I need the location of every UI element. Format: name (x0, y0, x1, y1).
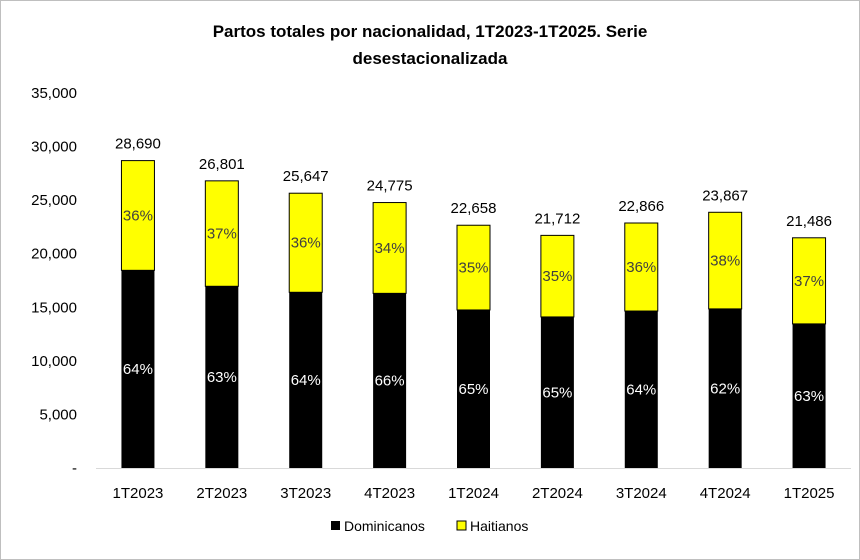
x-tick-label: 1T2024 (448, 485, 499, 502)
x-tick-label: 3T2023 (280, 485, 331, 502)
bar-segment-dominicanos (624, 311, 658, 468)
data-label-pct-haitianos: 38% (710, 253, 740, 270)
y-tick-label: - (72, 460, 77, 477)
x-tick-label: 3T2024 (616, 485, 667, 502)
data-label-total: 21,712 (534, 210, 580, 227)
bar-segment-dominicanos (457, 309, 490, 468)
x-tick-label: 1T2023 (113, 485, 164, 502)
data-label-pct-dominicanos: 65% (458, 381, 488, 398)
data-label-pct-dominicanos: 63% (794, 388, 824, 405)
x-tick-label: 4T2023 (364, 485, 415, 502)
y-tick-label: 5,000 (39, 406, 77, 423)
x-tick-label: 1T2025 (784, 485, 835, 502)
y-tick-label: 30,000 (31, 139, 77, 156)
y-tick-label: 20,000 (31, 246, 77, 263)
bar-segment-haitianos (120, 160, 155, 271)
y-tick-label: 25,000 (31, 192, 77, 209)
bar-segment-haitianos (456, 224, 491, 311)
data-label-pct-haitianos: 37% (794, 273, 824, 290)
data-label-total: 22,658 (451, 200, 497, 217)
data-label-total: 22,866 (618, 198, 664, 215)
x-tick-label: 2T2024 (532, 485, 583, 502)
bar-segment-dominicanos (121, 270, 155, 468)
data-label-total: 25,647 (283, 168, 329, 185)
data-label-pct-dominicanos: 62% (710, 380, 740, 397)
bar-segment-dominicanos (540, 316, 574, 468)
bar-segment-dominicanos (708, 308, 742, 468)
data-label-total: 23,867 (702, 187, 748, 204)
data-label-pct-dominicanos: 65% (542, 384, 572, 401)
x-axis: 1T2023 2T2023 3T2023 4T2023 1T2024 2T2024 3T20… (96, 468, 851, 502)
chart-title-line-1: Partos totales por nacionalidad, 1T2023-… (213, 22, 648, 41)
legend-label-dominicanos: Dominicanos (344, 518, 425, 534)
chart-title-line-2: desestacionalizada (353, 49, 509, 68)
bar-segment-dominicanos (792, 323, 826, 468)
data-label-pct-haitianos: 37% (207, 226, 237, 243)
y-tick-label: 15,000 (31, 299, 77, 316)
bar-segment-haitianos (708, 211, 743, 310)
bars-group: 64% 36% 28,690 63% 37% 26,801 64% 36% 25,647 66% 3… (115, 136, 832, 468)
x-tick-label: 2T2023 (196, 485, 247, 502)
legend-swatch-haitianos (456, 520, 467, 531)
data-label-pct-haitianos: 36% (626, 259, 656, 276)
data-label-total: 28,690 (115, 136, 161, 153)
y-axis: - 5,000 10,000 15,000 20,000 25,000 30,000 35,0… (31, 85, 77, 477)
data-label-total: 24,775 (367, 178, 413, 195)
legend-swatch-dominicanos (331, 521, 340, 530)
bar-segment-haitianos (792, 237, 827, 325)
data-label-pct-haitianos: 36% (123, 207, 153, 224)
data-label-pct-dominicanos: 63% (207, 369, 237, 386)
data-label-pct-dominicanos: 64% (291, 372, 321, 389)
legend-label-haitianos: Haitianos (470, 518, 528, 534)
bar-segment-haitianos (372, 202, 407, 294)
bar-segment-haitianos (288, 192, 323, 293)
data-label-pct-dominicanos: 66% (375, 373, 405, 390)
data-label-pct-dominicanos: 64% (626, 382, 656, 399)
bar-segment-dominicanos (289, 292, 323, 468)
data-label-total: 26,801 (199, 156, 245, 173)
y-tick-label: 35,000 (31, 85, 77, 102)
bar-segment-haitianos (624, 222, 659, 312)
bar-segment-haitianos (540, 234, 575, 318)
bar-segment-haitianos (204, 180, 239, 287)
data-label-pct-haitianos: 35% (458, 260, 488, 277)
x-tick-label: 4T2024 (700, 485, 751, 502)
data-label-pct-haitianos: 35% (542, 268, 572, 285)
data-label-pct-haitianos: 36% (291, 235, 321, 252)
data-label-pct-haitianos: 34% (375, 240, 405, 257)
y-tick-label: 10,000 (31, 353, 77, 370)
data-label-total: 21,486 (786, 213, 832, 230)
legend: Dominicanos Haitianos (331, 518, 528, 534)
bar-segment-dominicanos (373, 293, 407, 468)
bar-segment-dominicanos (205, 286, 239, 468)
data-label-pct-dominicanos: 64% (123, 361, 153, 378)
